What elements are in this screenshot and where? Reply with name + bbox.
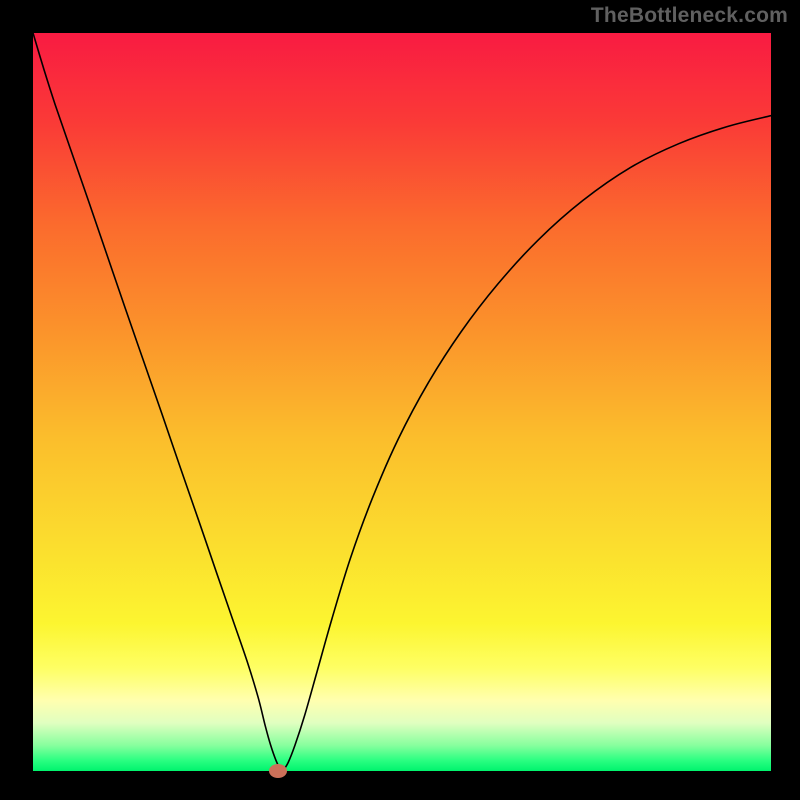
plot-area <box>33 33 771 771</box>
optimum-marker <box>269 764 287 778</box>
bottleneck-curve <box>33 33 771 771</box>
chart-container: { "watermark": { "text": "TheBottleneck.… <box>0 0 800 800</box>
watermark-text: TheBottleneck.com <box>591 4 788 28</box>
